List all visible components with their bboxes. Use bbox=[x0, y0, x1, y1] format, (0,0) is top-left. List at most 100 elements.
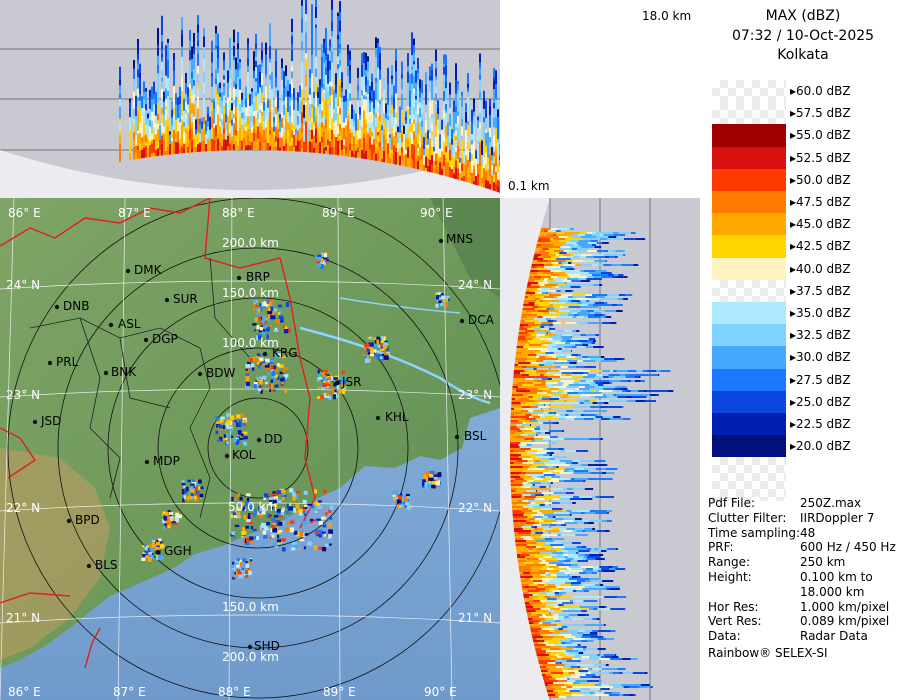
reflectivity-cell bbox=[167, 100, 169, 108]
reflectivity-cell bbox=[375, 65, 377, 78]
reflectivity-cell bbox=[219, 93, 221, 97]
reflectivity-cell bbox=[560, 584, 571, 586]
reflectivity-cell bbox=[373, 100, 375, 109]
reflectivity-cell bbox=[237, 131, 239, 135]
reflectivity-cell bbox=[520, 448, 531, 450]
reflectivity-cell bbox=[325, 100, 327, 108]
reflectivity-cell bbox=[339, 97, 341, 109]
echo-pixel bbox=[370, 349, 374, 354]
reflectivity-cell bbox=[357, 100, 359, 109]
reflectivity-cell bbox=[563, 618, 572, 620]
reflectivity-cell bbox=[457, 152, 459, 156]
reflectivity-cell bbox=[475, 175, 477, 185]
echo-pixel bbox=[435, 295, 440, 300]
reflectivity-cell bbox=[493, 156, 495, 164]
reflectivity-cell bbox=[139, 82, 141, 95]
reflectivity-cell bbox=[167, 60, 169, 73]
reflectivity-cell bbox=[564, 232, 568, 234]
reflectivity-cell bbox=[401, 152, 403, 160]
reflectivity-cell bbox=[139, 132, 141, 144]
reflectivity-cell bbox=[247, 128, 249, 136]
reflectivity-cell bbox=[481, 165, 483, 175]
reflectivity-cell bbox=[584, 468, 597, 470]
reflectivity-cell bbox=[565, 284, 575, 286]
reflectivity-cell bbox=[261, 50, 263, 60]
reflectivity-cell bbox=[255, 49, 257, 58]
echo-pixel bbox=[162, 518, 168, 524]
reflectivity-cell bbox=[566, 660, 572, 662]
reflectivity-cell bbox=[539, 666, 547, 668]
echo-pixel bbox=[267, 514, 272, 518]
reflectivity-cell bbox=[612, 566, 618, 568]
reflectivity-cell bbox=[578, 556, 584, 558]
reflectivity-cell bbox=[161, 98, 163, 108]
reflectivity-cell bbox=[371, 81, 373, 91]
reflectivity-cell bbox=[546, 332, 549, 334]
reflectivity-cell bbox=[537, 512, 543, 514]
legend-level-label: ▸52.5 dBZ bbox=[790, 150, 851, 165]
reflectivity-cell bbox=[425, 104, 427, 113]
reflectivity-cell bbox=[323, 148, 325, 154]
reflectivity-cell bbox=[403, 133, 405, 146]
reflectivity-cell bbox=[279, 114, 281, 119]
reflectivity-cell bbox=[137, 110, 139, 121]
reflectivity-cell bbox=[287, 90, 289, 97]
echo-pixel bbox=[333, 377, 338, 380]
reflectivity-cell bbox=[537, 260, 549, 262]
reflectivity-cell bbox=[157, 113, 159, 121]
echo-pixel bbox=[237, 571, 242, 575]
reflectivity-cell bbox=[215, 125, 217, 137]
reflectivity-cell bbox=[581, 244, 589, 246]
reflectivity-cell bbox=[537, 266, 545, 268]
echo-pixel bbox=[216, 439, 221, 442]
reflectivity-cell bbox=[261, 84, 263, 93]
reflectivity-cell bbox=[619, 694, 624, 696]
reflectivity-cell bbox=[548, 642, 562, 644]
city-dot bbox=[438, 238, 444, 244]
echo-pixel bbox=[282, 496, 285, 500]
echo-pixel bbox=[328, 529, 333, 534]
reflectivity-cell bbox=[139, 154, 141, 159]
reflectivity-cell bbox=[435, 153, 437, 161]
reflectivity-cell bbox=[361, 58, 363, 65]
reflectivity-cell bbox=[481, 177, 483, 184]
reflectivity-cell bbox=[594, 584, 600, 586]
reflectivity-cell bbox=[542, 396, 552, 398]
reflectivity-cell bbox=[534, 254, 542, 256]
reflectivity-cell bbox=[305, 69, 307, 75]
reflectivity-cell bbox=[561, 686, 567, 688]
reflectivity-cell bbox=[571, 402, 580, 404]
reflectivity-cell bbox=[465, 130, 467, 141]
reflectivity-cell bbox=[521, 404, 534, 406]
reflectivity-cell bbox=[614, 238, 624, 240]
reflectivity-cell bbox=[573, 238, 577, 240]
reflectivity-cell bbox=[584, 512, 596, 514]
reflectivity-cell bbox=[263, 101, 265, 111]
reflectivity-cell bbox=[141, 141, 143, 150]
reflectivity-cell bbox=[550, 514, 555, 516]
reflectivity-cell bbox=[409, 155, 411, 168]
reflectivity-cell bbox=[197, 84, 199, 89]
reflectivity-cell bbox=[562, 280, 572, 282]
lon-label: 90° E bbox=[424, 685, 457, 699]
reflectivity-cell bbox=[315, 82, 317, 96]
reflectivity-cell bbox=[537, 398, 542, 400]
reflectivity-cell bbox=[568, 672, 575, 674]
reflectivity-cell bbox=[582, 588, 594, 590]
reflectivity-cell bbox=[573, 600, 584, 602]
reflectivity-cell bbox=[233, 135, 235, 145]
echo-pixel bbox=[236, 512, 241, 517]
reflectivity-cell bbox=[605, 684, 610, 686]
reflectivity-cell bbox=[546, 308, 550, 310]
reflectivity-cell bbox=[541, 518, 545, 520]
reflectivity-cell bbox=[580, 478, 588, 480]
reflectivity-cell bbox=[534, 478, 544, 480]
reflectivity-cell bbox=[473, 103, 475, 112]
reflectivity-cell bbox=[169, 131, 171, 135]
reflectivity-cell bbox=[545, 572, 549, 574]
reflectivity-cell bbox=[435, 126, 437, 137]
reflectivity-cell bbox=[567, 274, 575, 276]
reflectivity-cell bbox=[309, 88, 311, 95]
reflectivity-cell bbox=[119, 66, 121, 80]
reflectivity-cell bbox=[363, 76, 365, 89]
